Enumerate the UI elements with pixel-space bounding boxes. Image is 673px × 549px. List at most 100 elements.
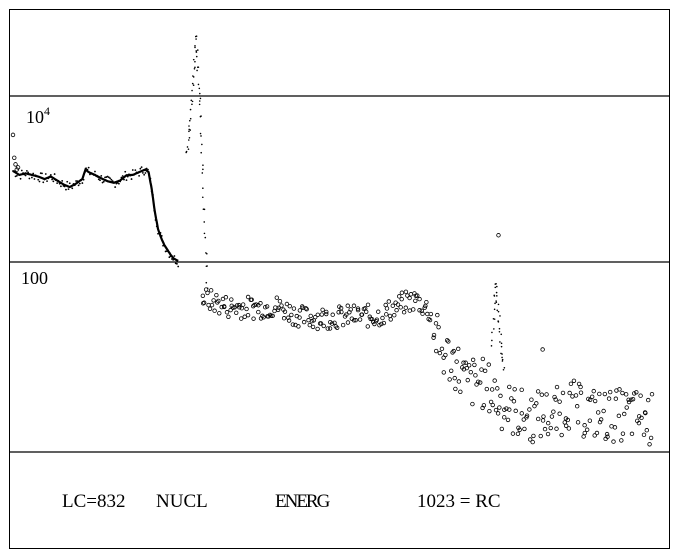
series-3-point (466, 363, 472, 368)
series-3-point (552, 394, 557, 400)
series-3-point (629, 431, 635, 437)
series-3-point (207, 306, 213, 312)
series-3-point (551, 409, 556, 414)
series-2-dot (189, 117, 192, 120)
series-0-dot (94, 170, 96, 173)
series-0-dot (54, 179, 57, 182)
series-3-point (222, 304, 227, 310)
series-3-point (351, 318, 357, 323)
series-3-point (367, 314, 372, 319)
series-2-dot (194, 46, 196, 49)
series-3-point (239, 316, 244, 321)
footer-nucl: NUCL (156, 491, 208, 512)
series-0-dot (152, 193, 154, 196)
series-3-point (338, 305, 344, 311)
series-0-dot (102, 180, 105, 183)
series-3-point (470, 357, 476, 363)
series-2-dot (202, 168, 204, 171)
series-3-point (431, 332, 437, 338)
series-3-point (507, 384, 512, 390)
series-3-point (591, 388, 596, 394)
series-4-dot (491, 339, 493, 342)
series-3-point (304, 306, 309, 312)
series-0-dot (41, 172, 43, 175)
series-3-point (481, 403, 487, 408)
series-3-point (622, 411, 627, 417)
y-tick-label-10e4: 104 (26, 104, 50, 128)
series-3-point (345, 303, 350, 308)
series-3-point (528, 437, 533, 442)
series-3-point (578, 390, 584, 395)
series-3-point (261, 315, 266, 320)
series-3-point (554, 426, 559, 431)
series-3-point (647, 442, 652, 447)
series-0-dot (143, 173, 146, 176)
series-3-point (399, 296, 404, 302)
series-3-point (505, 417, 511, 423)
series-3-point (553, 397, 558, 402)
series-3-point (492, 378, 497, 383)
series-3-point (403, 289, 409, 295)
series-3-point (324, 309, 329, 315)
series-0-dot (114, 186, 117, 188)
series-3-point (417, 308, 422, 313)
series-3-point (398, 305, 403, 310)
series-3-point (605, 434, 610, 439)
series-2-dot (185, 150, 188, 153)
series-2-dot (189, 108, 192, 111)
series-3-point (517, 427, 522, 432)
series-0-dot (167, 250, 170, 252)
series-3-point (449, 368, 454, 374)
series-3-point (386, 299, 392, 304)
series-0-dot (125, 179, 128, 182)
series-2-dot (198, 100, 201, 102)
series-2-dot (188, 136, 191, 139)
series-3-point (216, 298, 221, 304)
series-3-point (327, 326, 333, 331)
series-3-point (258, 301, 263, 306)
series-0-dot (49, 173, 52, 176)
series-0-dot (107, 176, 110, 179)
series-3-point (540, 418, 546, 423)
series-3-point (587, 418, 593, 423)
series-3-point (365, 302, 371, 308)
series-3-point (376, 309, 381, 314)
series-3-point (480, 356, 486, 362)
series-0-dot (90, 172, 93, 175)
series-3-point (512, 387, 517, 392)
series-3-point (527, 407, 532, 412)
series-3-point (515, 431, 521, 436)
series-0-dot (129, 174, 132, 177)
series-3-point (623, 392, 629, 397)
series-3-point (636, 420, 642, 426)
series-3-point (324, 311, 329, 317)
series-4-dot (499, 341, 501, 343)
series-3-point (497, 405, 502, 410)
series-3-point (256, 309, 261, 315)
series-3-point (595, 410, 601, 415)
series-3-point (355, 306, 361, 311)
series-2-dot (191, 89, 193, 92)
series-4-dot (490, 345, 493, 347)
series-3-point (566, 426, 572, 431)
series-3-point (228, 307, 233, 313)
series-3-point (563, 423, 569, 428)
series-2-dot (195, 50, 198, 52)
series-3-point (334, 325, 340, 330)
series-3-point (211, 298, 216, 303)
series-0-dot (177, 265, 180, 268)
series-3-point (554, 384, 560, 390)
series-3-point (205, 290, 210, 296)
series-4-dot (493, 328, 495, 330)
series-3-point (495, 386, 500, 391)
series-3-point (408, 292, 414, 297)
series-1-point (10, 132, 16, 138)
series-3-point (612, 425, 618, 430)
series-3-point (601, 408, 606, 414)
series-2-dot (186, 146, 189, 148)
series-3-point (592, 398, 598, 404)
series-3-point (592, 433, 597, 438)
series-1-point (14, 167, 19, 172)
series-2-dot (192, 58, 195, 61)
series-0-dot (119, 180, 122, 183)
